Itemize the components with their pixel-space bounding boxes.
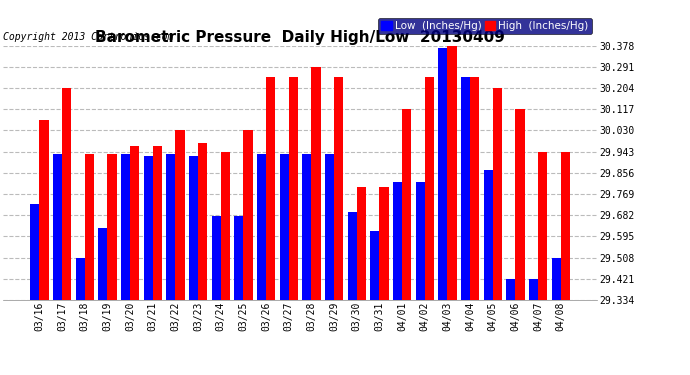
Bar — [552, 258, 561, 300]
Bar — [244, 130, 253, 300]
Bar — [470, 77, 480, 300]
Bar — [198, 142, 207, 300]
Bar — [506, 279, 515, 300]
Bar — [515, 109, 524, 300]
Bar — [416, 182, 425, 300]
Text: Copyright 2013 Cartronics.com: Copyright 2013 Cartronics.com — [3, 32, 174, 42]
Bar — [175, 130, 184, 300]
Bar — [380, 188, 388, 300]
Bar — [425, 77, 434, 300]
Bar — [279, 154, 289, 300]
Legend: Low  (Inches/Hg), High  (Inches/Hg): Low (Inches/Hg), High (Inches/Hg) — [378, 18, 591, 34]
Bar — [62, 88, 71, 300]
Bar — [529, 279, 538, 300]
Bar — [85, 154, 94, 300]
Bar — [371, 231, 380, 300]
Bar — [108, 154, 117, 300]
Bar — [99, 228, 108, 300]
Bar — [302, 154, 311, 300]
Bar — [357, 186, 366, 300]
Bar — [334, 77, 343, 300]
Title: Barometric Pressure  Daily High/Low  20130409: Barometric Pressure Daily High/Low 20130… — [95, 30, 505, 45]
Bar — [493, 88, 502, 300]
Bar — [325, 154, 334, 300]
Bar — [76, 258, 85, 300]
Bar — [144, 156, 152, 300]
Bar — [438, 48, 448, 300]
Bar — [538, 152, 547, 300]
Bar — [166, 154, 175, 300]
Bar — [212, 216, 221, 300]
Bar — [152, 146, 162, 300]
Bar — [461, 77, 470, 300]
Bar — [393, 182, 402, 300]
Bar — [561, 152, 570, 300]
Bar — [235, 216, 244, 300]
Bar — [121, 154, 130, 300]
Bar — [257, 154, 266, 300]
Bar — [221, 152, 230, 300]
Bar — [53, 154, 62, 300]
Bar — [402, 109, 411, 300]
Bar — [266, 77, 275, 300]
Bar — [348, 212, 357, 300]
Bar — [289, 77, 298, 300]
Bar — [448, 46, 457, 300]
Bar — [311, 67, 321, 300]
Bar — [130, 146, 139, 300]
Bar — [189, 156, 198, 300]
Bar — [39, 120, 48, 300]
Bar — [484, 170, 493, 300]
Bar — [30, 204, 39, 300]
